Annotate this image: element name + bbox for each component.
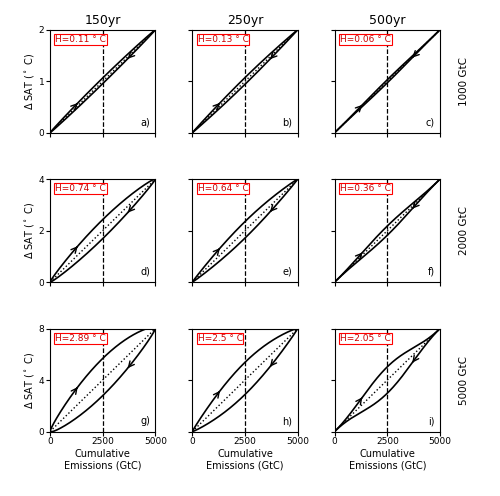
X-axis label: Cumulative
Emissions (GtC): Cumulative Emissions (GtC) — [64, 449, 142, 470]
Text: e): e) — [282, 267, 292, 277]
Title: 150yr: 150yr — [84, 14, 121, 27]
Text: 2000 GtC: 2000 GtC — [459, 206, 469, 255]
Text: f): f) — [428, 267, 434, 277]
Text: H=2.5 ° C: H=2.5 ° C — [198, 334, 242, 343]
Text: H=0.36 ° C: H=0.36 ° C — [340, 185, 390, 193]
Text: H=0.13 ° C: H=0.13 ° C — [198, 35, 248, 44]
Y-axis label: $\Delta$ SAT ($^\circ$ C): $\Delta$ SAT ($^\circ$ C) — [23, 53, 36, 110]
Text: 5000 GtC: 5000 GtC — [459, 356, 469, 405]
Text: i): i) — [428, 416, 434, 427]
Text: 1000 GtC: 1000 GtC — [459, 57, 469, 106]
X-axis label: Cumulative
Emissions (GtC): Cumulative Emissions (GtC) — [348, 449, 426, 470]
Text: H=0.64 ° C: H=0.64 ° C — [198, 185, 248, 193]
Text: H=0.74 ° C: H=0.74 ° C — [56, 185, 106, 193]
Text: g): g) — [140, 416, 150, 427]
Text: H=0.11 ° C: H=0.11 ° C — [56, 35, 106, 44]
Text: d): d) — [140, 267, 150, 277]
Title: 500yr: 500yr — [369, 14, 406, 27]
Title: 250yr: 250yr — [227, 14, 263, 27]
Y-axis label: $\Delta$ SAT ($^\circ$ C): $\Delta$ SAT ($^\circ$ C) — [23, 351, 36, 409]
Text: a): a) — [140, 118, 150, 127]
Text: c): c) — [426, 118, 434, 127]
Y-axis label: $\Delta$ SAT ($^\circ$ C): $\Delta$ SAT ($^\circ$ C) — [23, 202, 36, 259]
Text: h): h) — [282, 416, 292, 427]
X-axis label: Cumulative
Emissions (GtC): Cumulative Emissions (GtC) — [206, 449, 284, 470]
Text: H=2.89 ° C: H=2.89 ° C — [56, 334, 106, 343]
Text: b): b) — [282, 118, 292, 127]
Text: H=2.05 ° C: H=2.05 ° C — [340, 334, 390, 343]
Text: H=0.06 ° C: H=0.06 ° C — [340, 35, 390, 44]
